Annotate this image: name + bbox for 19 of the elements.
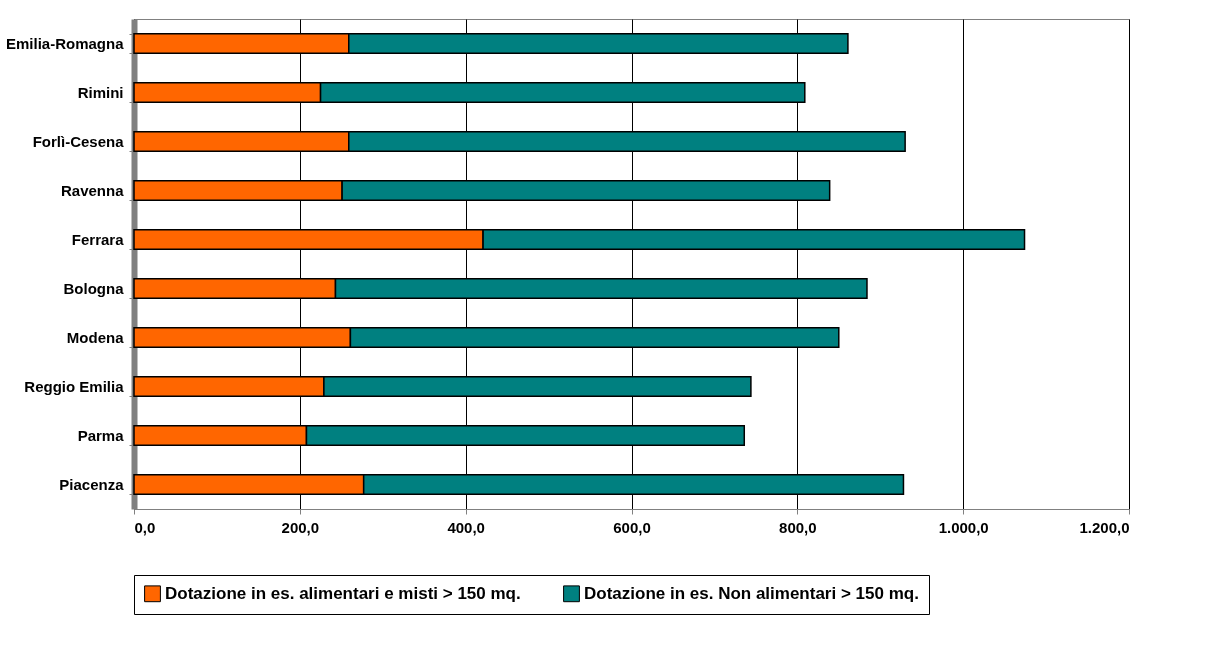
x-tick-label: 0,0 [134, 518, 156, 536]
x-tick-label: 1.000,0 [938, 518, 989, 536]
y-tick-label: Modena [66, 329, 125, 346]
y-tick-label: Piacenza [59, 476, 125, 493]
legend-label: Dotazione in es. Non alimentari > 150 mq. [584, 583, 919, 603]
x-tick-label: 200,0 [281, 518, 320, 536]
y-tick-label: Parma [77, 427, 125, 444]
x-tick-label: 600,0 [613, 518, 651, 536]
x-tick-label: 1.200,0 [1079, 518, 1130, 536]
y-tick-label: Reggio Emilia [24, 378, 125, 395]
x-tick-label: 800,0 [779, 518, 817, 536]
legend-label: Dotazione in es. alimentari e misti > 150 mq. [165, 583, 521, 603]
y-tick-label: Forlì-Cesena [32, 133, 125, 150]
y-tick-label: Ferrara [71, 231, 125, 248]
x-tick-label: 400,0 [447, 518, 485, 536]
y-tick-label: Bologna [63, 280, 125, 297]
y-tick-label: Emilia-Romagna [5, 35, 125, 52]
y-tick-label: Rimini [77, 84, 124, 101]
y-tick-label: Ravenna [60, 182, 125, 199]
